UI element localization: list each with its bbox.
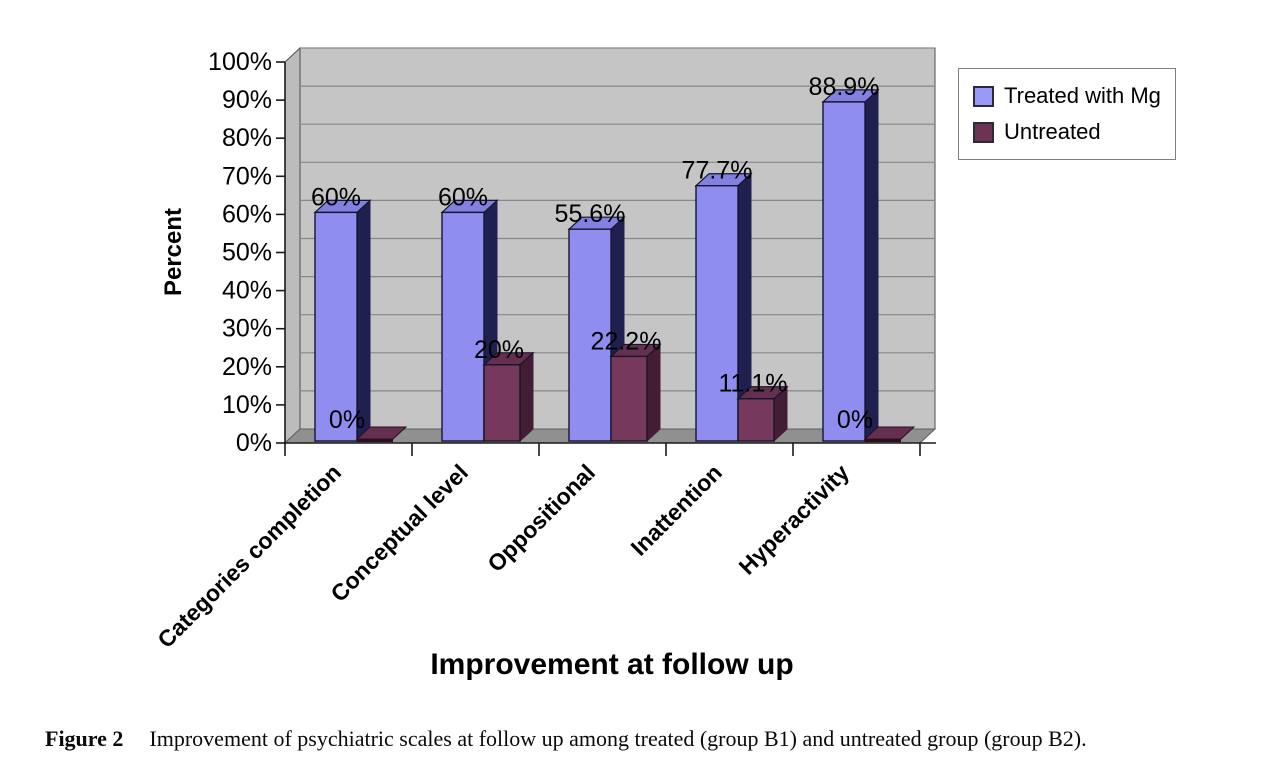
bar-zero-front: [865, 439, 901, 442]
bar-chart: 0% 10% 20% 30% 40% 50% 60% 70% 80% 90% 100% 60% 60% 5…: [152, 46, 937, 653]
bar-front-face: [737, 398, 775, 442]
legend: Treated with Mg Untreated: [958, 68, 1176, 160]
y-tick-label: 90%: [222, 86, 272, 114]
y-axis-title: Percent: [160, 207, 187, 297]
bar-data-label: 60%: [438, 183, 488, 211]
bar-data-label: 0%: [837, 406, 873, 434]
y-tick-label: 0%: [236, 429, 272, 457]
y-tick-label: 80%: [222, 124, 272, 152]
figure-caption-text: Improvement of psychiatric scales at fol…: [149, 726, 1087, 751]
x-axis-title: Improvement at follow up: [430, 648, 794, 681]
y-tick-label: 60%: [222, 200, 272, 228]
bar-zero-front: [357, 439, 393, 442]
legend-item-untreated: Untreated: [973, 119, 1163, 145]
bar-data-label: 88.9%: [809, 73, 880, 101]
figure-caption: Figure 2 Improvement of psychiatric scale…: [45, 726, 1255, 752]
legend-swatch-treated: [973, 85, 994, 107]
category-label: Categories completion: [152, 459, 346, 653]
bar-front-face: [610, 355, 648, 442]
bar-front-face: [314, 211, 358, 442]
legend-label-treated: Treated with Mg: [1004, 83, 1161, 108]
bar-data-label: 77.7%: [682, 157, 753, 185]
bar-front-face: [568, 228, 612, 442]
y-tick-label: 10%: [222, 391, 272, 419]
bar-front-face: [695, 185, 739, 442]
bar-side-face: [356, 199, 371, 443]
bar-data-label: 0%: [329, 406, 365, 434]
bar-side-face: [519, 351, 534, 443]
bar-side-face: [864, 88, 879, 443]
bar-front-face: [441, 211, 485, 442]
category-label: Oppositional: [482, 459, 600, 577]
bar-data-label: 60%: [311, 183, 361, 211]
bar-data-label: 55.6%: [555, 200, 626, 228]
bar-data-label: 22.2%: [591, 327, 662, 355]
bar-data-label: 20%: [474, 336, 524, 364]
y-tick-label: 20%: [222, 353, 272, 381]
y-tick-label: 40%: [222, 277, 272, 305]
category-label: Conceptual level: [325, 459, 473, 607]
figure-caption-label: Figure 2: [45, 726, 124, 751]
y-tick-label: 50%: [222, 239, 272, 267]
legend-label-untreated: Untreated: [1004, 119, 1101, 144]
y-tick-label: 30%: [222, 315, 272, 343]
y-tick-label: 100%: [208, 48, 272, 76]
bar-front-face: [822, 101, 866, 442]
plot-left-wall: [284, 46, 301, 445]
bar-side-face: [646, 343, 661, 443]
category-label: Inattention: [626, 459, 728, 561]
y-tick-label: 70%: [222, 162, 272, 190]
bar-data-label: 11.1%: [718, 370, 787, 398]
legend-item-treated: Treated with Mg: [973, 83, 1163, 109]
bar-front-face: [483, 364, 521, 442]
category-label: Hyperactivity: [733, 459, 854, 580]
legend-swatch-untreated: [973, 121, 994, 143]
